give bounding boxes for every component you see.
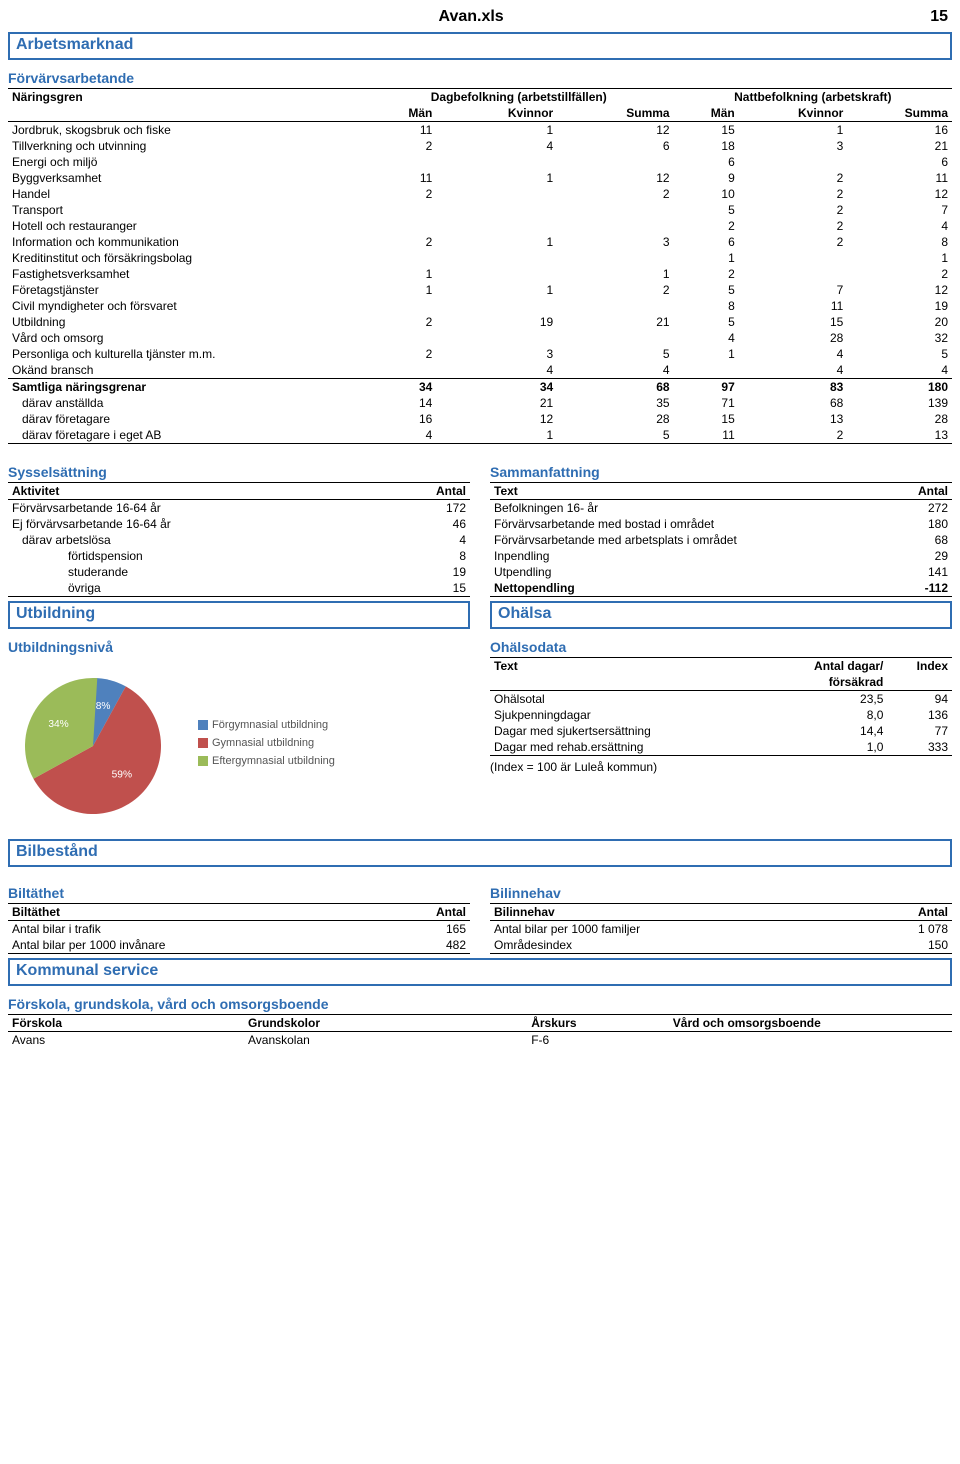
legend-item: Förgymnasial utbildning <box>198 719 335 731</box>
table-row: Antal bilar per 1000 invånare482 <box>8 937 470 954</box>
table-row: Dagar med rehab.ersättning1,0333 <box>490 739 952 756</box>
table-row: Inpendling29 <box>490 548 952 564</box>
table-row: Nettopendling-112 <box>490 580 952 597</box>
pie-label: 34% <box>48 719 68 730</box>
table-row: Kreditinstitut och försäkringsbolag11 <box>8 250 952 266</box>
table-row: Utbildning2192151520 <box>8 314 952 330</box>
page-number: 15 <box>930 8 948 26</box>
ohalso-note: (Index = 100 är Luleå kommun) <box>490 756 952 778</box>
table-row: Utpendling141 <box>490 564 952 580</box>
legend-item: Eftergymnasial utbildning <box>198 755 335 767</box>
pie-label: 8% <box>96 701 111 712</box>
pie-label: 59% <box>112 770 132 781</box>
table-row: Förvärvsarbetande med bostad i området18… <box>490 516 952 532</box>
table-row: Vård och omsorg42832 <box>8 330 952 346</box>
table-row: Okänd bransch4444 <box>8 362 952 379</box>
table-row: Företagstjänster1125712 <box>8 282 952 298</box>
table-row: därav anställda1421357168139 <box>8 395 952 411</box>
table-row: Sjukpenningdagar8,0136 <box>490 707 952 723</box>
page-title: Avan.xls <box>438 8 503 26</box>
sysselsattning-table: Aktivitet Antal Förvärvsarbetande 16-64 … <box>8 482 470 597</box>
table-row: Ej förvärvsarbetande 16-64 år46 <box>8 516 470 532</box>
subheading-forvarvsarbetande: Förvärvsarbetande <box>8 70 952 86</box>
table-row: Antal bilar per 1000 familjer1 078 <box>490 921 952 938</box>
table-row: Byggverksamhet111129211 <box>8 170 952 186</box>
table-row: Handel2210212 <box>8 186 952 202</box>
subheading-utbildningsniva: Utbildningsnivå <box>8 639 470 655</box>
section-arbetsmarknad: Arbetsmarknad <box>8 32 952 60</box>
table-row: övriga15 <box>8 580 470 597</box>
subheading-bilinnehav: Bilinnehav <box>490 885 952 901</box>
table-row: Fastighetsverksamhet1122 <box>8 266 952 282</box>
table-row: Befolkningen 16- år272 <box>490 500 952 517</box>
sammanfattning-table: Text Antal Befolkningen 16- år272Förvärv… <box>490 482 952 597</box>
subheading-ohalsodata: Ohälsodata <box>490 639 952 655</box>
forskola-table: Förskola Grundskolor Årskurs Vård och om… <box>8 1014 952 1048</box>
table-row: AvansAvanskolanF-6 <box>8 1032 952 1049</box>
table-row: Jordbruk, skogsbruk och fiske1111215116 <box>8 122 952 139</box>
biltathet-table: Biltäthet Antal Antal bilar i trafik165A… <box>8 903 470 954</box>
page-header: Avan.xls 15 <box>8 8 952 32</box>
pie-chart-container: 8% 59% 34% Förgymnasial utbildning Gymnasia… <box>8 657 470 839</box>
section-ohalsa: Ohälsa <box>490 601 952 629</box>
table-row: Hotell och restauranger224 <box>8 218 952 234</box>
table-row: Civil myndigheter och försvaret81119 <box>8 298 952 314</box>
ohalsodata-table: Text Antal dagar/ Index försäkrad Ohälso… <box>490 657 952 756</box>
section-title: Arbetsmarknad <box>16 36 944 54</box>
table-row: Dagar med sjukertsersättning14,477 <box>490 723 952 739</box>
table-row-total: Samtliga näringsgrenar3434689783180 <box>8 379 952 396</box>
table-row: studerande19 <box>8 564 470 580</box>
subheading-biltathet: Biltäthet <box>8 885 470 901</box>
table-row: Förvärvsarbetande 16-64 år172 <box>8 500 470 517</box>
naringsgren-table: Näringsgren Dagbefolkning (arbetstillfäl… <box>8 88 952 444</box>
table-row: Tillverkning och utvinning24618321 <box>8 138 952 154</box>
subheading-forskola: Förskola, grundskola, vård och omsorgsbo… <box>8 996 952 1012</box>
education-pie-chart: 8% 59% 34% <box>8 661 178 831</box>
section-kommunal: Kommunal service <box>8 958 952 986</box>
table-row: Personliga och kulturella tjänster m.m.2… <box>8 346 952 362</box>
col-naringsgren: Näringsgren <box>8 89 364 106</box>
table-row: Energi och miljö66 <box>8 154 952 170</box>
legend-item: Gymnasial utbildning <box>198 737 335 749</box>
table-row: därav företagare i eget AB41511213 <box>8 427 952 444</box>
table-row: därav företagare161228151328 <box>8 411 952 427</box>
table-row: Ohälsotal23,594 <box>490 691 952 708</box>
table-row: Antal bilar i trafik165 <box>8 921 470 938</box>
table-row: Förvärvsarbetande med arbetsplats i områ… <box>490 532 952 548</box>
table-row: Transport527 <box>8 202 952 218</box>
section-bilbestand: Bilbestånd <box>8 839 952 867</box>
col-group1: Dagbefolkning (arbetstillfällen) <box>364 89 674 106</box>
table-row: därav arbetslösa4 <box>8 532 470 548</box>
table-row: Information och kommunikation213628 <box>8 234 952 250</box>
section-utbildning: Utbildning <box>8 601 470 629</box>
pie-legend: Förgymnasial utbildning Gymnasial utbildn… <box>198 719 335 773</box>
subheading-sammanfattning: Sammanfattning <box>490 464 952 480</box>
bilinnehav-table: Bilinnehav Antal Antal bilar per 1000 fa… <box>490 903 952 954</box>
table-row: förtidspension8 <box>8 548 470 564</box>
table-row: Områdesindex150 <box>490 937 952 954</box>
subheading-sysselsattning: Sysselsättning <box>8 464 470 480</box>
col-group2: Nattbefolkning (arbetskraft) <box>674 89 952 106</box>
